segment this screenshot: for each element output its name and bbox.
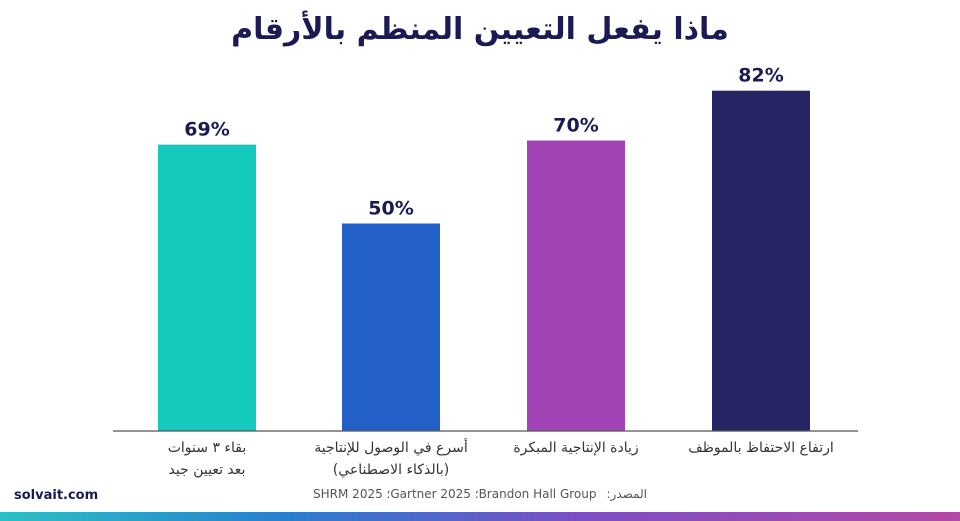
category-label-1-line-2: بعد تعيين جيد [169,462,246,478]
category-label-3-line-1: زيادة الإنتاجية المبكرة [513,440,638,456]
data-label-3: 70% [553,115,598,137]
source-label: المصدر: [606,487,647,501]
bar-4 [712,90,810,431]
bars-layer [158,90,810,431]
category-label-2-line-2: (بالذكاء الاصطناعي) [333,462,449,478]
category-label-2-line-1: أسرع في الوصول للإنتاجية [314,438,468,456]
bar-1 [158,144,256,431]
bar-chart: 69% بقاء ٣ سنوات بعد تعيين جيد 50% أسرع في ا… [113,65,858,478]
category-label-1-line-1: بقاء ٣ سنوات [168,440,247,456]
brand-logo-text: solvait.com [14,488,99,503]
chart-title: ماذا يفعل التعيين المنظم بالأرقام [231,12,729,47]
data-label-2: 50% [368,198,413,220]
bar-3 [527,140,625,431]
bar-2 [342,223,440,431]
category-label-4-line-1: ارتفاع الاحتفاظ بالموظف [688,440,834,456]
footer-gradient-bar [0,512,960,521]
labels-layer: 69% بقاء ٣ سنوات بعد تعيين جيد 50% أسرع في ا… [168,65,834,478]
source-note: المصدر: Brandon Hall Group؛ Gartner 2025؛… [0,487,960,501]
source-text: Brandon Hall Group؛ Gartner 2025؛ SHRM 2… [313,487,597,501]
data-label-1: 69% [184,119,229,141]
data-label-4: 82% [738,65,783,87]
